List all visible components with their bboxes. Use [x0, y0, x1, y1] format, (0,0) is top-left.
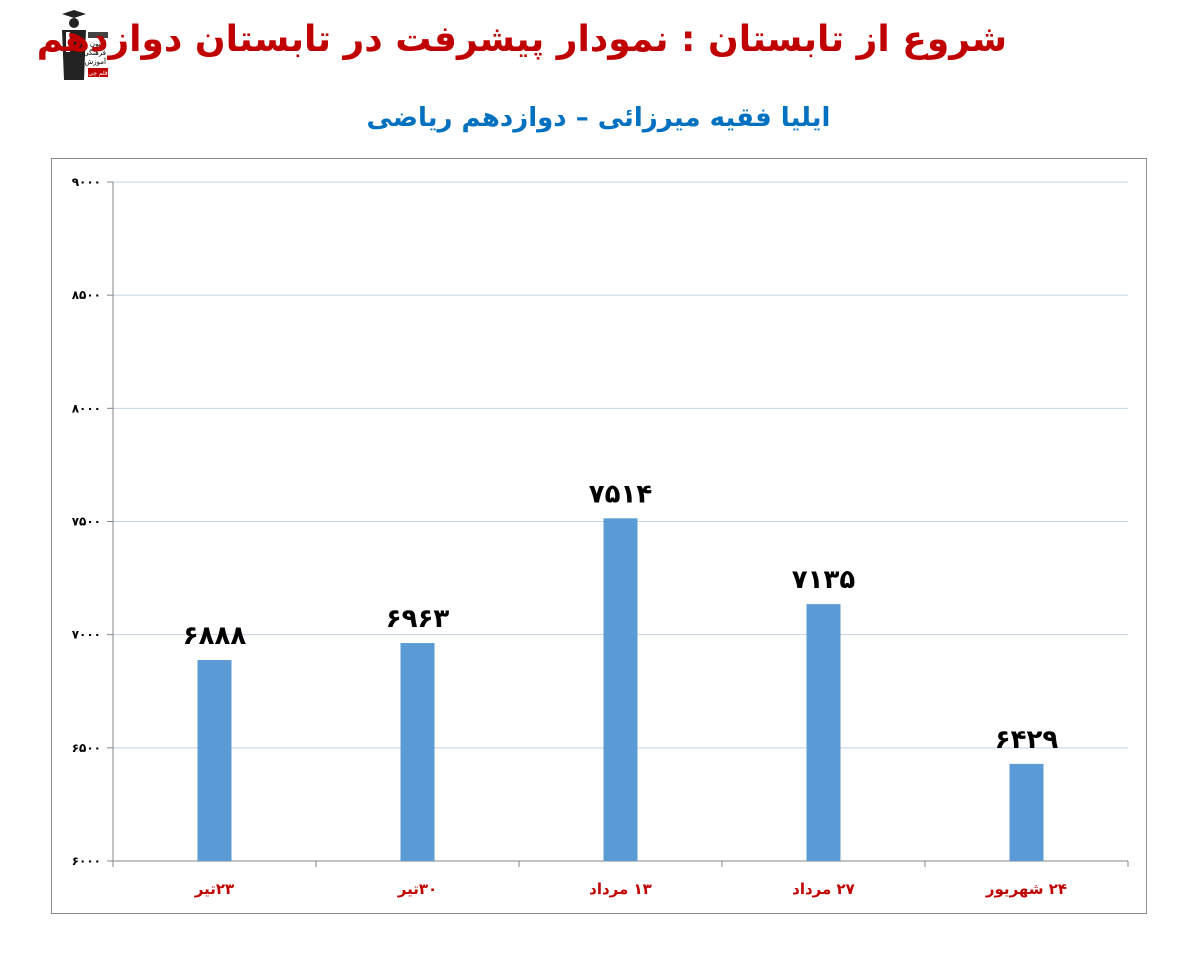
data-label: ۶۴۲۹ [995, 725, 1059, 755]
logo-text-1: کانون [90, 40, 107, 48]
bar-2 [400, 643, 435, 861]
data-label: ۶۸۸۸ [183, 621, 247, 651]
logo-text-4: قلم چی [88, 70, 108, 77]
bar-1 [197, 660, 232, 861]
bar-5 [1009, 763, 1044, 861]
y-tick-label: ۶۰۰۰ [72, 854, 101, 868]
logo-text-3: آموزش [85, 57, 107, 66]
y-tick-label: ۹۰۰۰ [72, 175, 101, 189]
x-category-label: ۲۷ مرداد [792, 880, 855, 898]
bar-chart: ۶۰۰۰ ۶۵۰۰ ۷۰۰۰ ۷۵۰۰ ۸۰۰۰ ۸۵۰۰ ۹۰۰۰ ۶۸۸۸ ۲۳تیر ۶۹… [72, 175, 1129, 898]
y-tick-label: ۷۵۰۰ [72, 515, 101, 529]
page-title: شروع از تابستان : نمودار پیشرفت در تابست… [36, 19, 1007, 60]
y-tick-label: ۸۵۰۰ [72, 288, 101, 302]
logo-text-2: فرهنگی [83, 48, 106, 57]
y-tick-label: ۸۰۰۰ [72, 401, 101, 415]
x-category-label: ۲۴ شهریور [985, 880, 1067, 898]
page-subtitle: ایلیا فقیه میرزائی – دوازدهم ریاضی [366, 103, 831, 133]
graduate-logo-icon: کانون فرهنگی آموزش قلم چی [48, 10, 112, 82]
data-label: ۷۱۳۵ [792, 565, 856, 595]
x-category-label: ۲۳تیر [194, 880, 234, 898]
data-label: ۷۵۱۴ [589, 479, 652, 509]
bar-3 [603, 518, 638, 861]
label-layer: ۶۸۸۸ ۲۳تیر ۶۹۶۳ ۳۰تیر ۷۵۱۴ ۱۳ مرداد ۷۱۳۵ ۲۷ مرد… [183, 479, 1067, 898]
data-label: ۶۹۶۳ [386, 604, 450, 634]
chart-frame [51, 158, 1147, 914]
bar-layer [197, 518, 1044, 861]
y-tick-label: ۶۵۰۰ [72, 741, 101, 755]
y-tick-label: ۷۰۰۰ [72, 628, 101, 642]
bar-4 [806, 604, 841, 861]
x-category-label: ۱۳ مرداد [589, 880, 652, 898]
x-category-label: ۳۰تیر [397, 880, 437, 898]
